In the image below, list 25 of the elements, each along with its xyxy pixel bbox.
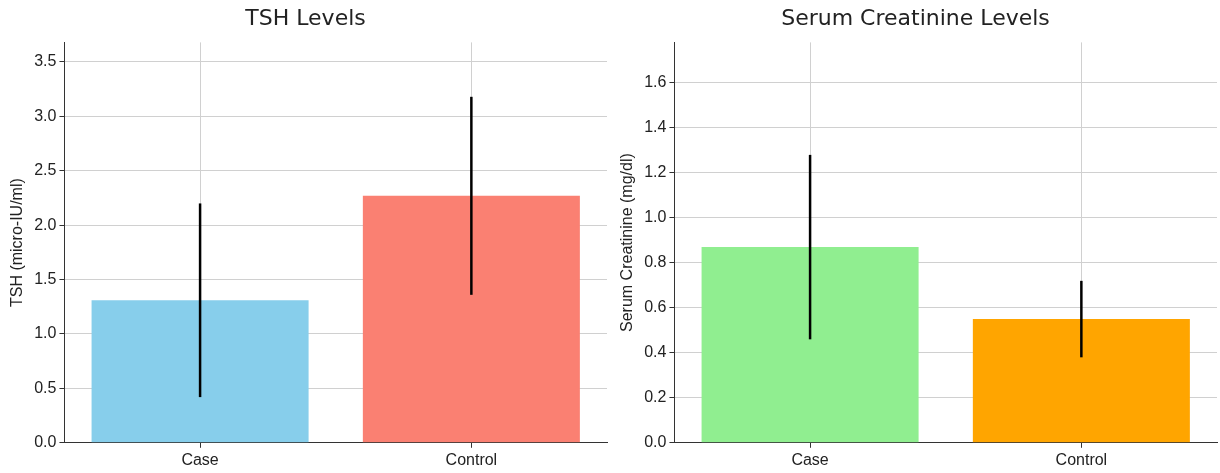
y-tick-label: 2.0 <box>34 215 57 233</box>
chart-title: TSH Levels <box>244 4 366 30</box>
y-tick-label: 1.4 <box>644 118 667 136</box>
y-tick-label: 0.4 <box>644 343 667 361</box>
y-tick-label: 0.6 <box>644 298 667 316</box>
y-tick-label: 1.2 <box>644 163 667 181</box>
y-tick-label: 0.5 <box>34 378 57 396</box>
y-tick-label: 0.2 <box>644 388 667 406</box>
x-tick-label: Control <box>445 450 498 468</box>
y-axis-title: TSH (micro-IU/ml) <box>8 178 26 308</box>
x-tick-label: Control <box>1055 450 1108 468</box>
y-tick-label: 0.0 <box>644 433 667 451</box>
y-tick-label: 0.0 <box>34 433 57 451</box>
x-tick-label: Case <box>791 450 829 468</box>
y-tick-label: 1.0 <box>644 208 667 226</box>
y-tick-label: 1.6 <box>644 73 667 91</box>
y-axis-title: Serum Creatinine (mg/dl) <box>618 153 636 332</box>
x-tick-label: Case <box>181 450 219 468</box>
y-tick-label: 3.5 <box>34 52 57 70</box>
y-tick-label: 1.0 <box>34 324 57 342</box>
y-tick-label: 1.5 <box>34 270 57 287</box>
y-tick-label: 2.5 <box>34 161 57 179</box>
y-tick-label: 0.8 <box>644 253 667 271</box>
chart-title: Serum Creatinine Levels <box>781 4 1050 30</box>
y-tick-label: 3.0 <box>34 106 57 124</box>
